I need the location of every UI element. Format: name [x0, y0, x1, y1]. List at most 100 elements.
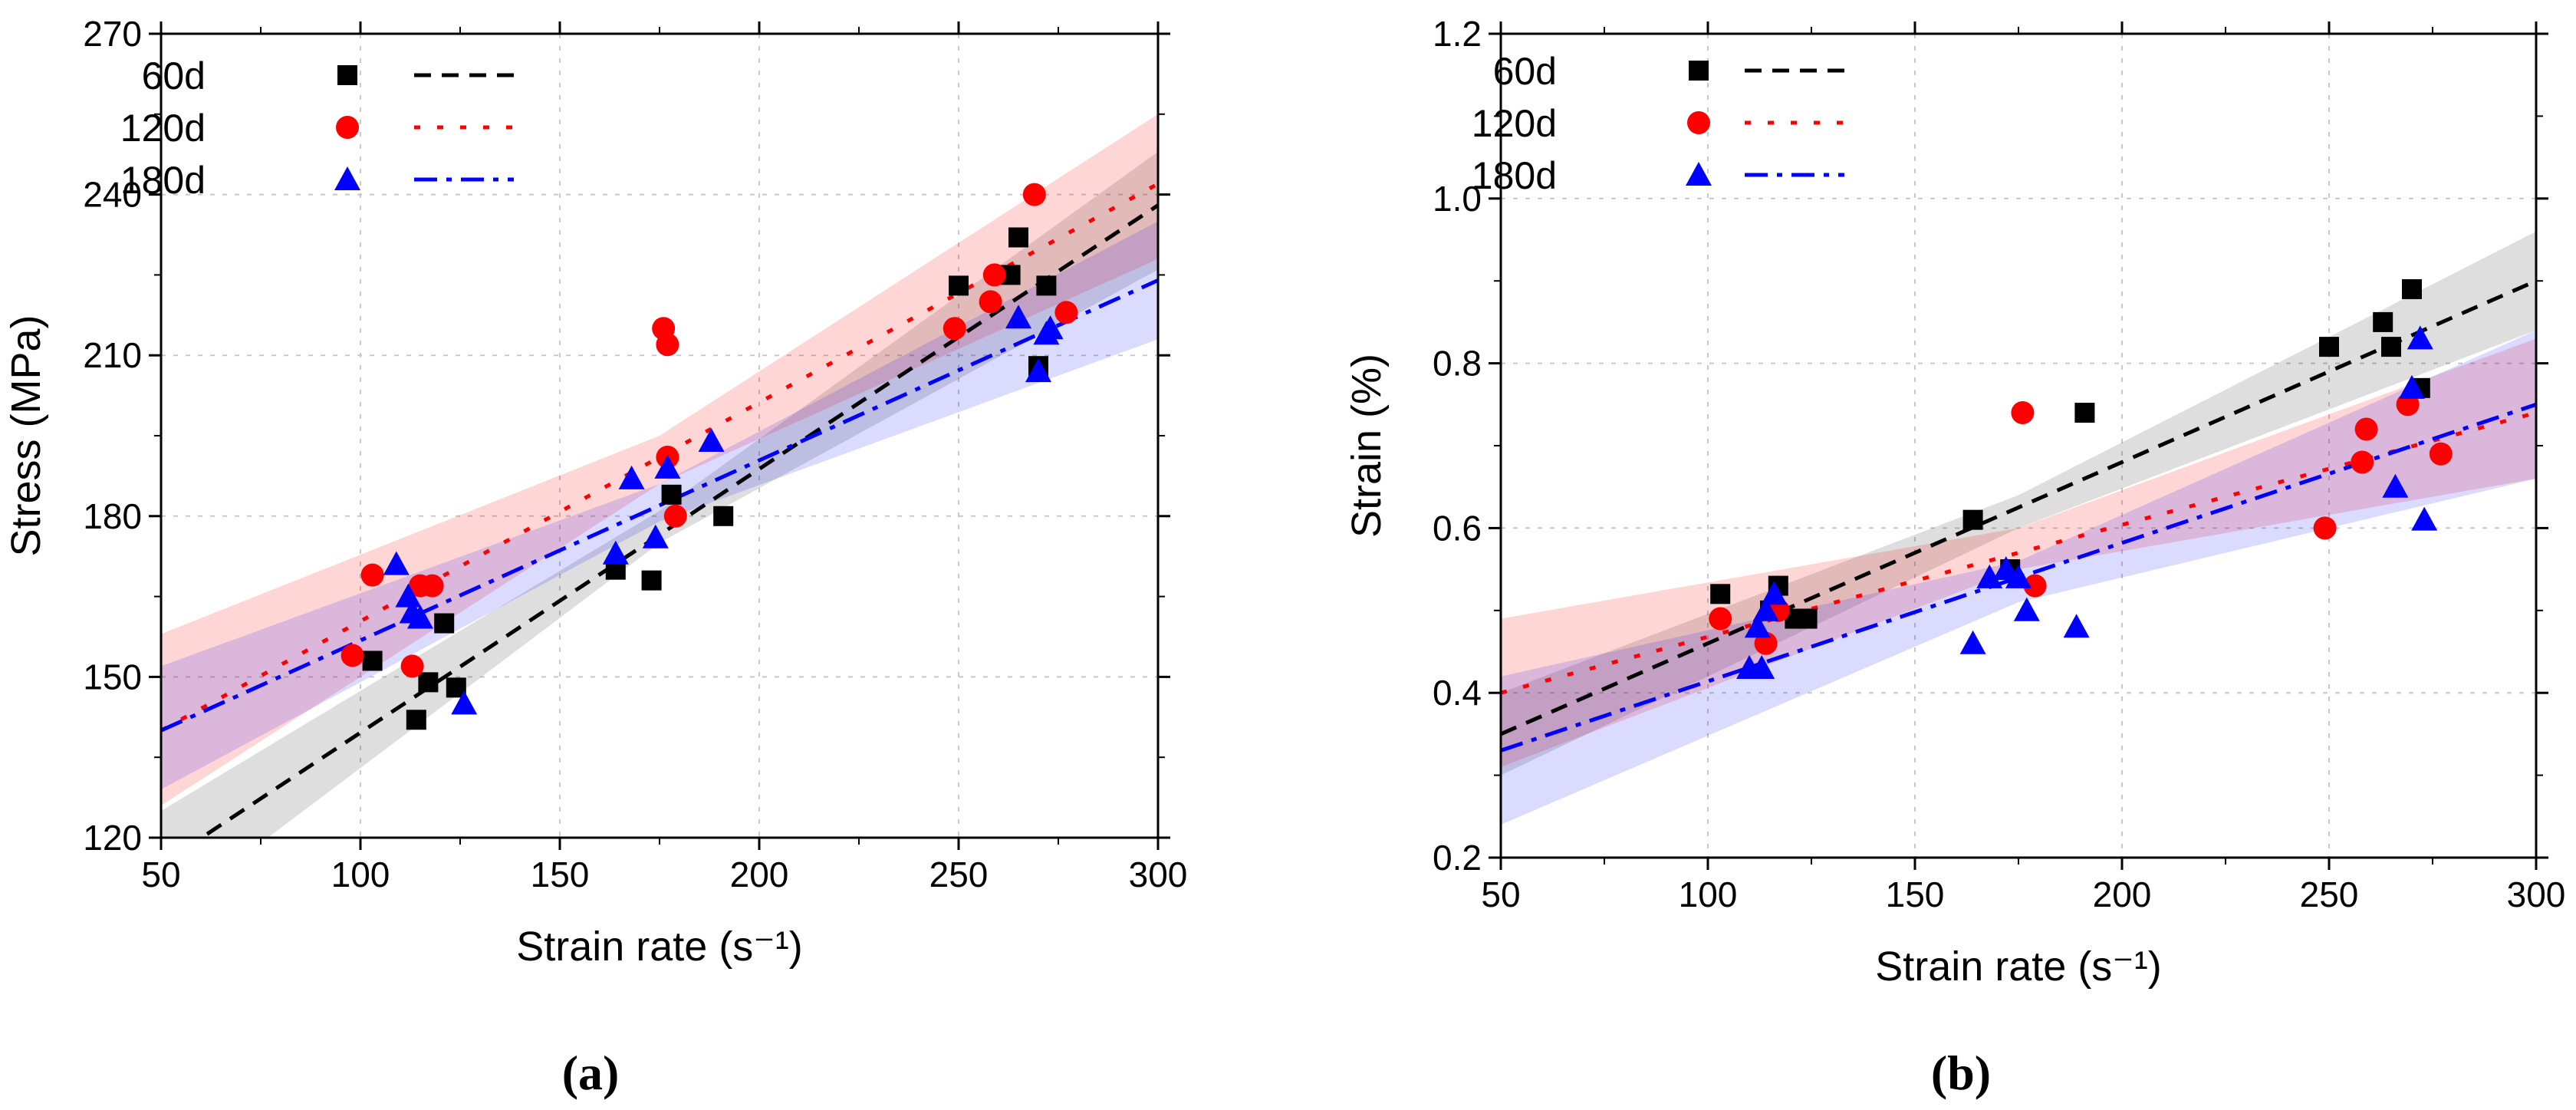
chart-b-point-60d — [2381, 337, 2401, 357]
chart-b-point-120d — [2313, 516, 2337, 540]
chart-b-fit-line-60d — [1501, 278, 2536, 736]
chart-b-point-180d — [2382, 473, 2409, 498]
chart-a-y-axis-title: Stress (MPa) — [3, 315, 49, 556]
chart-b-point-60d — [2373, 311, 2393, 332]
chart-b-point-180d — [1976, 564, 2003, 588]
chart-a-fit-line-180d — [161, 278, 1158, 733]
chart-a-point-120d — [1022, 183, 1046, 206]
chart-a-ytick-label: 120 — [83, 818, 142, 858]
chart-b-panel-label: (b) — [1931, 1046, 1991, 1100]
chart-b-xtick-label: 250 — [2300, 874, 2359, 914]
chart-b-point-60d — [2402, 278, 2422, 299]
chart-b-point-60d — [2074, 403, 2095, 423]
chart-a-ytick-label: 210 — [83, 335, 142, 375]
chart-b-point-120d — [2354, 417, 2378, 441]
chart-a-point-60d — [949, 275, 969, 296]
chart-b-point-60d — [2319, 337, 2339, 357]
chart-b-ytick-label: 0.6 — [1433, 508, 1482, 548]
chart-b: 50 100 150 200 250 300 0.2 0.4 0.6 0.8 1.0 1.2 Strai… — [1344, 14, 2565, 1100]
chart-a-point-120d — [663, 504, 687, 528]
chart-a-point-60d — [406, 710, 426, 730]
chart-a-point-180d — [451, 690, 478, 715]
chart-a-xtick-label: 50 — [141, 855, 180, 894]
chart-b-ytick-label: 1.2 — [1433, 14, 1482, 54]
chart-b-legend-marker-120d — [1687, 111, 1710, 134]
chart-a-point-120d — [982, 263, 1006, 287]
chart-a-point-180d — [618, 465, 645, 489]
chart-a-point-60d — [661, 484, 682, 505]
chart-a-point-60d — [1036, 275, 1057, 296]
chart-a-point-120d — [1054, 301, 1078, 324]
chart-b-point-180d — [2407, 325, 2433, 350]
chart-b-ytick-label: 1.0 — [1433, 179, 1482, 219]
chart-a-point-180d — [602, 540, 629, 565]
chart-b-legend-label-60d: 60d — [1493, 50, 1557, 93]
chart-b-point-180d — [1959, 630, 1986, 654]
chart-a-legend-label-120d: 120d — [120, 107, 206, 150]
chart-b-ytick-label: 0.4 — [1433, 673, 1482, 713]
chart-a-ytick-label: 270 — [83, 14, 142, 54]
chart-b-point-180d — [2399, 374, 2425, 399]
chart-a-xtick-label: 200 — [730, 855, 789, 894]
chart-b-legend-marker-180d — [1686, 162, 1712, 186]
chart-b-point-120d — [2351, 450, 2374, 474]
chart-b-point-120d — [2023, 574, 2047, 598]
chart-a-point-60d — [434, 613, 455, 634]
chart-b-point-120d — [2011, 401, 2035, 425]
chart-b-xtick-label: 300 — [2507, 874, 2566, 914]
chart-a: 50 100 150 200 250 300 120 150 180 210 240 270 Strai… — [3, 14, 1187, 1100]
chart-b-xtick-label: 100 — [1679, 874, 1738, 914]
chart-a-legend-marker-60d — [337, 65, 357, 85]
chart-b-plot-area — [1501, 231, 2536, 825]
chart-b-ytick-label: 0.2 — [1433, 838, 1482, 878]
chart-b-point-180d — [1992, 556, 2019, 581]
chart-a-point-180d — [1037, 315, 1064, 340]
chart-a-point-60d — [1008, 227, 1028, 248]
chart-b-point-60d — [1710, 584, 1731, 604]
chart-a-point-120d — [943, 317, 966, 341]
chart-b-y-axis-title: Strain (%) — [1344, 354, 1390, 538]
chart-a-point-120d — [360, 563, 384, 587]
chart-b-point-60d — [1962, 509, 1983, 530]
chart-a-point-180d — [698, 427, 725, 452]
chart-b-point-180d — [2005, 564, 2032, 588]
chart-a-x-axis-title: Strain rate (s⁻¹) — [516, 924, 803, 970]
chart-b-point-60d — [1797, 608, 1818, 629]
chart-b-legend-label-120d: 120d — [1472, 102, 1557, 145]
chart-a-point-180d — [395, 583, 422, 608]
chart-b-ytick-label: 0.8 — [1433, 344, 1482, 384]
chart-b-xtick-label: 200 — [2093, 874, 2152, 914]
chart-a-plot-area — [161, 114, 1158, 838]
chart-a-panel-label: (a) — [562, 1046, 620, 1100]
chart-a-point-120d — [341, 644, 364, 667]
chart-b-x-axis-title: Strain rate (s⁻¹) — [1875, 944, 2162, 990]
chart-a-legend-marker-120d — [336, 116, 359, 139]
chart-a-point-120d — [400, 654, 424, 678]
chart-a-point-120d — [979, 290, 1002, 314]
chart-b-xtick-label: 150 — [1886, 874, 1945, 914]
chart-b-point-180d — [1761, 581, 1788, 605]
chart-a-point-60d — [641, 570, 662, 591]
chart-b-point-180d — [1749, 654, 1775, 679]
chart-b-point-180d — [2063, 614, 2090, 638]
chart-a-legend-label-60d: 60d — [142, 54, 206, 97]
chart-a-xtick-label: 100 — [331, 855, 390, 894]
chart-a-xtick-label: 150 — [531, 855, 590, 894]
chart-b-legend-marker-60d — [1689, 61, 1709, 81]
chart-b-point-180d — [1752, 597, 1779, 621]
chart-a-point-180d — [407, 604, 433, 629]
chart-a-point-180d — [642, 524, 669, 548]
chart-a-point-180d — [654, 454, 681, 479]
chart-a-point-180d — [1025, 358, 1051, 383]
chart-a-point-180d — [1005, 305, 1031, 329]
chart-b-point-180d — [2411, 506, 2438, 531]
chart-a-legend-label-180d: 180d — [120, 159, 206, 202]
chart-a-point-120d — [420, 574, 444, 598]
chart-a-xtick-label: 250 — [929, 855, 989, 894]
chart-a-ytick-label: 240 — [83, 175, 142, 215]
chart-b-point-180d — [1744, 614, 1771, 638]
chart-a-fit-line-60d — [198, 203, 1158, 838]
chart-a-point-60d — [713, 506, 734, 526]
chart-a-point-60d — [362, 651, 383, 671]
